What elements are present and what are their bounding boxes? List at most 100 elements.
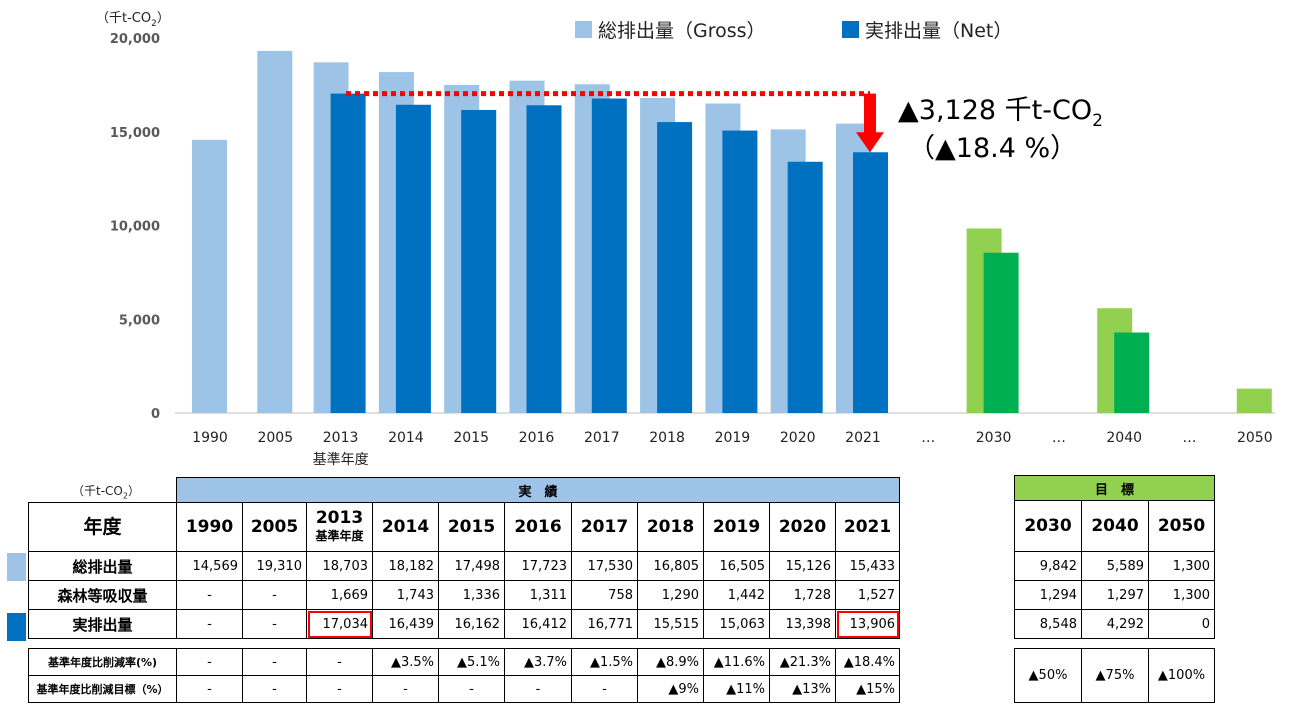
year-text: 2013: [315, 508, 364, 528]
row-label: 総排出量: [28, 551, 177, 581]
table-cell: 16,771: [571, 609, 638, 639]
year-text: 2021: [843, 517, 892, 537]
year-header-cell: 2021: [834, 502, 901, 552]
table-cell: -: [306, 675, 373, 703]
table-row: 1,294 1,297 1,300: [1014, 580, 1216, 610]
year-header-cell: 2015: [438, 502, 505, 552]
target-year-cell: 2030: [1014, 500, 1082, 552]
x-tick-label: 2020: [780, 430, 816, 446]
reduction-arrow-head: [856, 132, 884, 153]
table-cell: 1,669: [306, 580, 373, 610]
table-cell: -: [242, 675, 307, 703]
target-header: 目 標: [1013, 475, 1216, 501]
row-label: 基準年度比削減率(%): [28, 648, 177, 676]
target-emissions-table: 目 標 2030 2040 2050 9,842 5,589 1,300 1,294 1,…: [1013, 475, 1216, 639]
table-cell: 1,297: [1081, 580, 1149, 610]
table-cell: ▲8.9%: [637, 648, 704, 676]
annotation-reduction-amount: ▲3,128 千t-CO2: [898, 95, 1103, 131]
table-row: 総排出量 14,569 19,310 18,703 18,182 17,498 17,72…: [28, 551, 901, 581]
table-cell: ▲5.1%: [438, 648, 505, 676]
table-cell: 1,527: [834, 580, 901, 610]
x-tick-label: 2014: [388, 430, 424, 446]
year-header-cell: 2005: [242, 502, 307, 552]
table-cell: 15,126: [769, 551, 836, 581]
legend-net-swatch: [842, 21, 859, 38]
net-swatch: [7, 613, 26, 641]
table-cell: ▲11.6%: [703, 648, 770, 676]
year-text: 2016: [514, 517, 562, 537]
x-tick-label: 2050: [1237, 430, 1273, 446]
year-text: 2005: [250, 517, 299, 537]
table-cell: 16,412: [504, 609, 572, 639]
net-bar: [1114, 332, 1150, 413]
table-cell: 1,336: [438, 580, 505, 610]
x-tick-label: …: [1052, 430, 1066, 446]
table-row: 基準年度比削減目標（%） - - - - - - - ▲9% ▲11% ▲13% ▲15%: [28, 675, 900, 703]
row-label: 森林等吸収量: [28, 580, 177, 610]
table-cell: 5,589: [1081, 551, 1149, 581]
table-cell: ▲50%: [1014, 648, 1082, 703]
table-cell: 17,723: [504, 551, 572, 581]
table-row: ▲50% ▲75% ▲100%: [1014, 648, 1215, 703]
x-tick-label: 1990: [192, 430, 228, 446]
x-tick-label: …: [921, 430, 935, 446]
reduction-rate-table: 基準年度比削減率(%) - - - ▲3.5% ▲5.1% ▲3.7% ▲1.5% ▲8.9%…: [28, 648, 900, 703]
gross-bar: [257, 50, 293, 413]
x-tick-label: 2005: [257, 430, 293, 446]
gross-bar: [1236, 388, 1272, 413]
table-row: 実排出量 - -17,034 16,439 16,162 16,412 16,771 15,…: [28, 609, 901, 639]
legend-gross-swatch: [575, 21, 592, 38]
target-rate-table: ▲50% ▲75% ▲100%: [1014, 648, 1215, 703]
net-bar: [853, 152, 888, 413]
legend-gross-label: 総排出量（Gross）: [598, 20, 766, 42]
table-cell: -: [504, 675, 572, 703]
blank-corner: [29, 478, 177, 503]
bars: [192, 50, 1272, 414]
net-bar: [330, 93, 366, 414]
table-cell: 16,162: [438, 609, 505, 639]
net-bar: [787, 161, 823, 413]
x-tick-label: 2019: [715, 430, 751, 446]
year-header-row: 年度 1990 2005 2013 基準年度 2014 2015 2016 2017 2018 2…: [28, 502, 901, 552]
table-cell: 19,310: [242, 551, 307, 581]
year-text: 2019: [712, 517, 761, 537]
table-cell: 13,398: [769, 609, 836, 639]
year-text: 2018: [646, 517, 695, 537]
x-tick-label: 2018: [649, 430, 685, 446]
row-label: 実排出量: [28, 609, 177, 639]
table-cell: 1,728: [769, 580, 836, 610]
table-cell: 1,311: [504, 580, 572, 610]
table-cell: 16,439: [372, 609, 439, 639]
table-row: 基準年度比削減率(%) - - - ▲3.5% ▲5.1% ▲3.7% ▲1.5% ▲8.9%…: [28, 648, 900, 676]
year-text: 2015: [447, 517, 496, 537]
y-axis-unit: （千t-CO2）: [96, 11, 170, 29]
net-bar: [395, 104, 431, 414]
x-tick-label: 2030: [976, 430, 1012, 446]
table-cell: 15,063: [703, 609, 770, 639]
table-cell: -: [176, 609, 243, 639]
table-cell: 8,548: [1014, 609, 1082, 639]
gross-swatch: [7, 553, 26, 581]
table-cell: 1,743: [372, 580, 439, 610]
table-cell: -: [242, 580, 307, 610]
year-text: 2014: [381, 517, 430, 537]
table-cell: 18,182: [372, 551, 439, 581]
table-cell: 0: [1147, 609, 1216, 639]
table-cell: ▲1.5%: [571, 648, 638, 676]
table-cell: ▲21.3%: [769, 648, 836, 676]
table-cell: 1,442: [703, 580, 770, 610]
target-year-row: 2030 2040 2050: [1014, 500, 1216, 552]
annotation-reduction-percent: （▲18.4 %）: [908, 133, 1077, 164]
table-cell: -: [438, 675, 505, 703]
table-cell: ▲3.5%: [372, 648, 439, 676]
table-cell: -: [242, 609, 307, 639]
year-text: 2017: [580, 517, 629, 537]
year-text: 2020: [778, 517, 827, 537]
table-row: 森林等吸収量 - -1,669 1,743 1,336 1,311 758 1,290 1,4…: [28, 580, 901, 610]
y-tick-label: 5,000: [119, 313, 160, 328]
table-cell: 758: [571, 580, 638, 610]
table-cell: -: [176, 675, 243, 703]
target-year-cell: 2050: [1147, 500, 1216, 552]
table-cell: ▲9%: [637, 675, 704, 703]
table-unit-label: （千t-CO2）: [72, 484, 140, 501]
